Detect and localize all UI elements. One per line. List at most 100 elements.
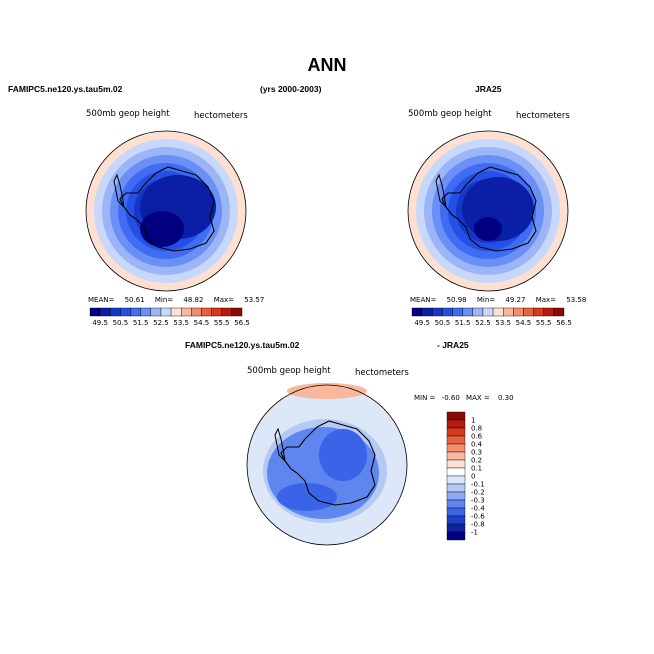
page-title: ANN bbox=[307, 55, 347, 75]
right-max-label: Max= bbox=[535, 296, 557, 304]
left-colorbar-swatch bbox=[170, 307, 182, 317]
left-colorbar-swatch bbox=[140, 307, 152, 317]
right-peninsula bbox=[435, 173, 447, 209]
diff-min-value: -0.60 bbox=[441, 394, 460, 402]
diff-colorbar-tick-label: 1 bbox=[471, 417, 475, 425]
right-mean-label: MEAN= bbox=[410, 296, 437, 304]
left-colorbar-tick-label: 56.5 bbox=[234, 319, 250, 327]
right-colorbar-tick-label: 51.5 bbox=[455, 319, 471, 327]
left-subtitle: 500mb geop height bbox=[86, 109, 170, 119]
right-colorbar-tick-label: 52.5 bbox=[475, 319, 491, 327]
right-colorbar-swatch bbox=[492, 307, 504, 317]
left-colorbar-tick-label: 50.5 bbox=[113, 319, 129, 327]
diff-colorbar-swatch bbox=[446, 475, 466, 485]
left-colorbar-tick-label: 53.5 bbox=[173, 319, 189, 327]
left-contour bbox=[140, 211, 184, 247]
right-colorbar-swatch bbox=[553, 307, 565, 317]
diff-colorbar-tick-label: 0.3 bbox=[471, 449, 482, 457]
right-colorbar-swatch bbox=[411, 307, 423, 317]
diff-subtitle: 500mb geop height bbox=[247, 366, 331, 376]
left-max-value: 53.57 bbox=[244, 296, 265, 304]
right-colorbar-swatch bbox=[432, 307, 443, 317]
left-stats: MEAN= 50.61 Min= 48.82 Max= 53.57 bbox=[88, 296, 264, 304]
right-max-value: 53.58 bbox=[566, 296, 587, 304]
diff-stats: MIN = -0.60 MAX = 0.30 bbox=[414, 394, 514, 402]
diff-max-label: MAX = bbox=[466, 394, 490, 402]
right-stats: MEAN= 50.98 Min= 49.27 Max= 53.58 bbox=[410, 296, 586, 304]
diff-colorbar-swatch bbox=[446, 467, 466, 477]
right-colorbar-swatch bbox=[462, 307, 474, 317]
right-colorbar-tick-label: 54.5 bbox=[516, 319, 532, 327]
left-colorbar-swatch bbox=[120, 307, 131, 317]
left-colorbar-tick-label: 51.5 bbox=[133, 319, 149, 327]
diff-border bbox=[246, 384, 408, 546]
right-contour bbox=[474, 217, 502, 241]
diff-contour bbox=[319, 429, 367, 481]
header-center: (yrs 2000-2003) bbox=[260, 84, 322, 94]
diff-colorbar-swatch bbox=[446, 419, 466, 429]
left-colorbar-swatch bbox=[221, 307, 233, 317]
diff-colorbar-swatch bbox=[446, 499, 466, 509]
right-colorbar: 49.5 50.5 51.5 52.5 53.5 54.5 55.5 56.5 bbox=[411, 307, 572, 327]
left-colorbar-swatch bbox=[180, 307, 192, 317]
diff-colorbar-swatch bbox=[446, 411, 466, 421]
header-left: FAMIPC5.ne120.ys.tau5m.02 bbox=[8, 84, 123, 94]
diff-colorbar-swatch bbox=[446, 459, 466, 469]
diff-header-left: FAMIPC5.ne120.ys.tau5m.02 bbox=[185, 340, 300, 350]
right-colorbar-swatch bbox=[523, 307, 534, 317]
right-units: hectometers bbox=[516, 111, 570, 121]
right-polar-map bbox=[407, 130, 569, 292]
diff-colorbar-tick-label: -0.4 bbox=[471, 505, 485, 513]
right-coastline bbox=[441, 166, 537, 252]
left-colorbar-swatch bbox=[89, 307, 101, 317]
diff-colorbar-tick-label: 0.1 bbox=[471, 465, 482, 473]
left-mean-label: MEAN= bbox=[88, 296, 115, 304]
header-right: JRA25 bbox=[475, 84, 502, 94]
left-colorbar-tick-label: 54.5 bbox=[194, 319, 210, 327]
diff-colorbar-swatch bbox=[446, 491, 466, 501]
diff-colorbar-tick-label: 0.4 bbox=[471, 441, 483, 449]
diff-colorbar: 10.80.60.40.30.20.10-0.1-0.2-0.3-0.4-0.6… bbox=[446, 411, 485, 541]
diff-peninsula bbox=[274, 427, 286, 463]
diff-colorbar-tick-label: -0.6 bbox=[471, 513, 485, 521]
diff-colorbar-swatch bbox=[446, 483, 466, 493]
left-colorbar-swatch bbox=[150, 307, 162, 317]
left-mean-value: 50.61 bbox=[124, 296, 145, 304]
diff-colorbar-tick-label: -0.1 bbox=[471, 481, 485, 489]
diff-colorbar-swatch bbox=[446, 523, 466, 533]
left-peninsula bbox=[113, 173, 125, 209]
right-colorbar-swatch bbox=[421, 307, 433, 317]
right-min-label: Min= bbox=[476, 296, 496, 304]
right-colorbar-swatch bbox=[533, 307, 544, 317]
right-colorbar-tick-label: 53.5 bbox=[495, 319, 511, 327]
diff-colorbar-tick-label: -0.2 bbox=[471, 489, 485, 497]
diff-colorbar-tick-label: 0.6 bbox=[471, 433, 483, 441]
diff-min-label: MIN = bbox=[414, 394, 436, 402]
diff-colorbar-swatch bbox=[446, 507, 466, 517]
right-colorbar-tick-label: 56.5 bbox=[556, 319, 572, 327]
left-units: hectometers bbox=[194, 111, 248, 121]
left-colorbar-swatch bbox=[130, 307, 141, 317]
right-colorbar-tick-label: 50.5 bbox=[435, 319, 451, 327]
right-border bbox=[407, 130, 569, 292]
left-border bbox=[85, 130, 247, 292]
left-coastline bbox=[119, 166, 215, 252]
diff-colorbar-tick-label: 0.8 bbox=[471, 425, 482, 433]
diff-colorbar-swatch bbox=[446, 451, 466, 461]
diff-colorbar-swatch bbox=[446, 515, 466, 525]
right-colorbar-swatch bbox=[452, 307, 463, 317]
right-colorbar-swatch bbox=[442, 307, 453, 317]
right-min-value: 49.27 bbox=[505, 296, 526, 304]
diff-colorbar-tick-label: 0.2 bbox=[471, 457, 482, 465]
diff-colorbar-swatch bbox=[446, 435, 466, 445]
left-colorbar-tick-label: 52.5 bbox=[153, 319, 169, 327]
left-min-value: 48.82 bbox=[183, 296, 204, 304]
right-colorbar-tick-label: 49.5 bbox=[414, 319, 430, 327]
diff-max-value: 0.30 bbox=[497, 394, 514, 402]
left-colorbar-tick-label: 49.5 bbox=[92, 319, 108, 327]
left-colorbar-swatch bbox=[110, 307, 121, 317]
right-colorbar-swatch bbox=[502, 307, 514, 317]
right-mean-value: 50.98 bbox=[446, 296, 467, 304]
diff-colorbar-swatch bbox=[446, 427, 466, 437]
right-colorbar-swatch bbox=[482, 307, 494, 317]
